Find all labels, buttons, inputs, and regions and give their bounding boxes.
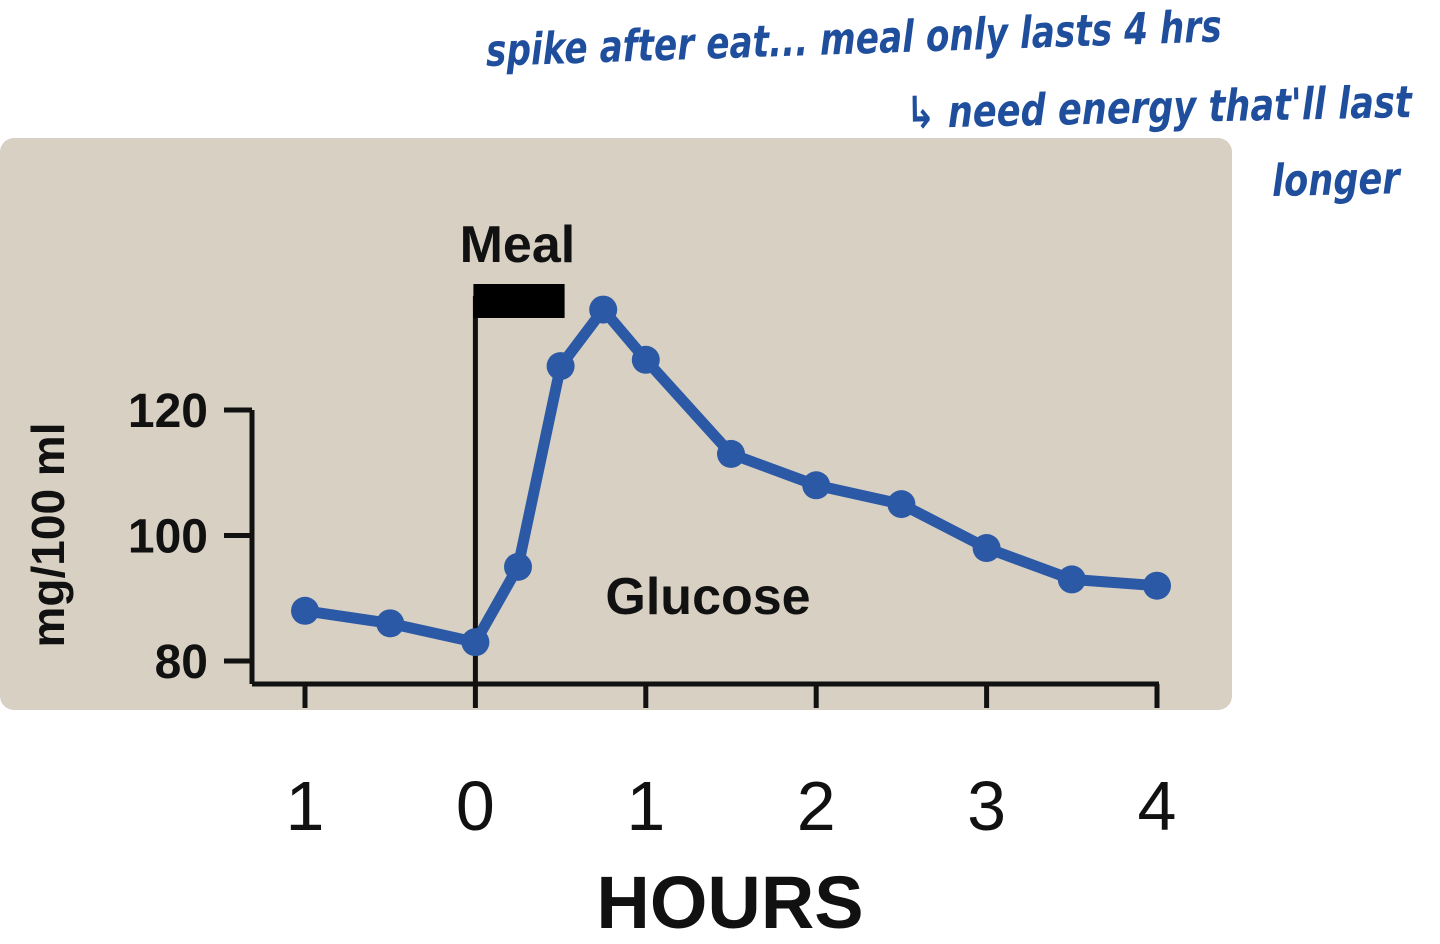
glucose-data-point	[1143, 571, 1171, 600]
glucose-data-point	[631, 345, 660, 374]
chart-panel	[0, 138, 1232, 710]
glucose-data-point	[717, 439, 745, 468]
meal-label: Meal	[460, 216, 576, 274]
glucose-data-point	[376, 609, 405, 638]
glucose-data-point	[802, 471, 831, 500]
glucose-data-point	[589, 295, 618, 324]
y-tick-label: 120	[128, 385, 208, 438]
series-label: Glucose	[605, 568, 810, 626]
glucose-data-point	[461, 628, 490, 657]
x-tick-label: 3	[967, 767, 1006, 845]
x-tick-label: 1	[286, 767, 325, 845]
glucose-data-point	[504, 552, 532, 581]
glucose-data-point	[1057, 565, 1086, 594]
y-axis-label: mg/100 ml	[22, 423, 74, 648]
x-tick-label: 0	[456, 767, 495, 845]
glucose-data-point	[546, 352, 575, 381]
glucose-data-point	[887, 490, 916, 519]
glucose-data-point	[291, 596, 319, 625]
x-tick-label: 4	[1138, 767, 1177, 845]
series-layer	[291, 295, 1171, 657]
x-axis-label: HOURS	[596, 861, 863, 944]
glucose-data-point	[972, 534, 1001, 563]
y-tick-label: 100	[128, 511, 208, 564]
axes-layer	[224, 407, 1160, 708]
x-tick-label: 2	[797, 767, 836, 845]
meal-bar	[473, 284, 565, 318]
y-tick-label: 80	[155, 636, 208, 689]
x-tick-label: 1	[626, 767, 665, 845]
meal-layer	[472, 284, 565, 684]
labels-layer: 80 100 120 1 0 1 2 3 4 HOURS mg/100 ml Meal Glucose	[22, 216, 1176, 944]
